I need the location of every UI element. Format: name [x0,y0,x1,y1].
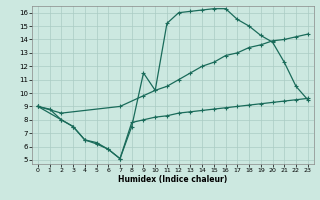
X-axis label: Humidex (Indice chaleur): Humidex (Indice chaleur) [118,175,228,184]
